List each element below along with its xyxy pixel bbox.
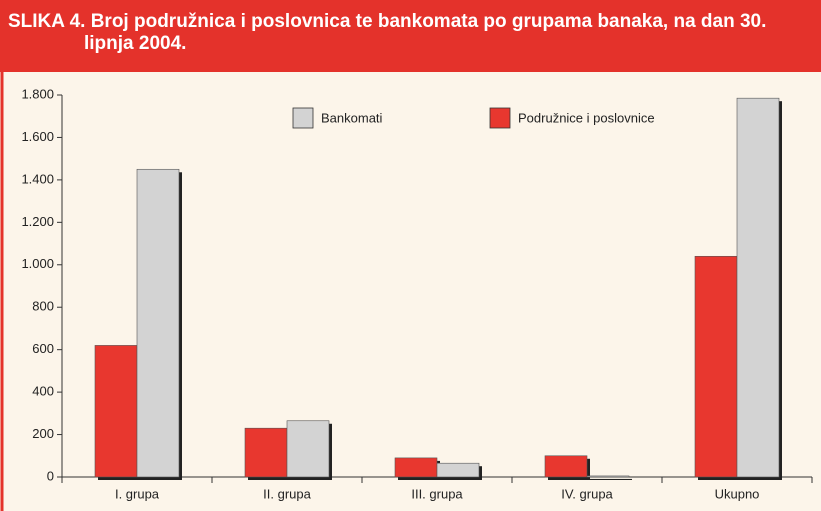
y-tick-label: 600 [32, 341, 54, 356]
legend-label: Podružnice i poslovnice [518, 110, 655, 125]
y-tick-label: 400 [32, 384, 54, 399]
bar [586, 475, 630, 478]
x-tick-label: II. grupa [263, 486, 311, 501]
title-bar: SLIKA 4. Broj podružnica i poslovnica te… [0, 0, 821, 72]
bar [544, 455, 588, 478]
y-tick-label: 1.600 [21, 129, 54, 144]
bar [694, 255, 738, 478]
y-tick-label: 1.400 [21, 171, 54, 186]
y-tick-label: 0 [47, 468, 54, 483]
legend-swatch [292, 107, 314, 129]
chart-title: SLIKA 4. Broj podružnica i poslovnica te… [8, 11, 767, 54]
bar-shadow [590, 478, 632, 480]
legend-label: Bankomati [321, 110, 383, 125]
bar [736, 97, 780, 478]
bar [286, 420, 330, 478]
x-tick-label: III. grupa [411, 486, 463, 501]
bar [394, 457, 438, 478]
x-tick-label: I. grupa [115, 486, 160, 501]
bar [436, 462, 480, 478]
x-tick-label: IV. grupa [561, 486, 613, 501]
y-tick-label: 1.800 [21, 86, 54, 101]
bar [244, 427, 288, 478]
y-tick-label: 200 [32, 426, 54, 441]
bar [94, 345, 138, 478]
y-tick-label: 1.200 [21, 214, 54, 229]
y-tick-label: 800 [32, 299, 54, 314]
y-tick-label: 1.000 [21, 256, 54, 271]
x-tick-label: Ukupno [715, 486, 760, 501]
legend-swatch [489, 107, 511, 129]
bar [136, 168, 180, 478]
